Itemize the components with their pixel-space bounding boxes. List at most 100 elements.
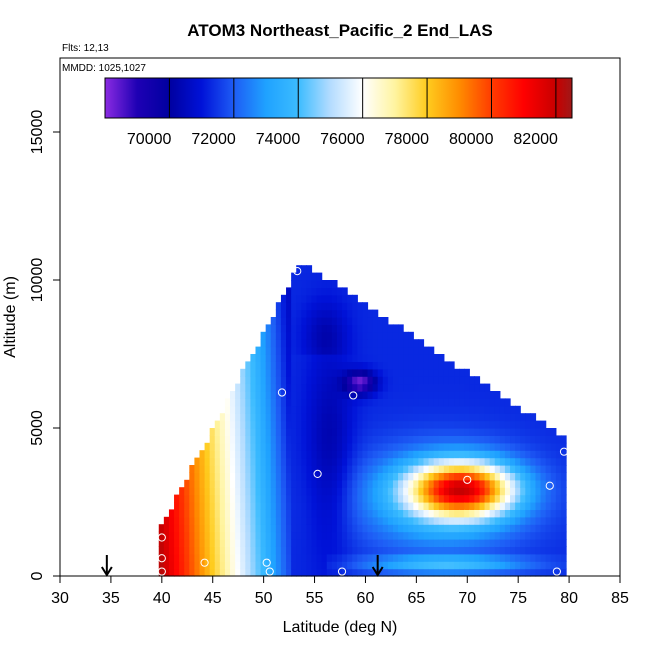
- heatmap-cell: [311, 494, 318, 503]
- heatmap-cell: [367, 413, 374, 422]
- heatmap-cell: [403, 465, 409, 473]
- heatmap-cell: [347, 442, 353, 451]
- heatmap-cell: [464, 398, 470, 407]
- heatmap-cell: [459, 494, 465, 503]
- heatmap-cell: [296, 331, 302, 340]
- heatmap-cell: [286, 354, 292, 362]
- heatmap-cell: [296, 398, 302, 407]
- heatmap-cell: [311, 472, 318, 481]
- heatmap-cell: [347, 479, 353, 488]
- heatmap-cell: [270, 398, 277, 407]
- heatmap-cell: [459, 509, 465, 518]
- heatmap-cell: [392, 553, 399, 562]
- heatmap-cell: [219, 546, 226, 555]
- x-tick-label: 45: [204, 590, 222, 607]
- heatmap-cell: [301, 405, 307, 414]
- heatmap-cell: [494, 465, 501, 473]
- heatmap-cell: [504, 398, 511, 407]
- heatmap-cell: [214, 539, 221, 547]
- heatmap-cell: [301, 539, 307, 547]
- heatmap-cell: [403, 561, 409, 570]
- heatmap-cell: [301, 494, 307, 503]
- heatmap-cell: [464, 376, 470, 385]
- heatmap-cell: [194, 553, 201, 562]
- heatmap-cell: [464, 553, 470, 562]
- heatmap-cell: [275, 420, 282, 429]
- heatmap-cell: [270, 383, 277, 392]
- heatmap-cell: [540, 509, 547, 518]
- heatmap-cell: [560, 442, 567, 451]
- heatmap-cell: [448, 561, 455, 570]
- heatmap-cell: [311, 516, 318, 525]
- heatmap-cell: [520, 457, 526, 466]
- heatmap-cell: [448, 502, 455, 510]
- heatmap-cell: [520, 472, 526, 481]
- heatmap-cell: [377, 346, 384, 355]
- heatmap-cell: [204, 465, 211, 473]
- heatmap-cell: [199, 487, 206, 496]
- heatmap-cell: [306, 354, 313, 362]
- heatmap-cell: [438, 494, 445, 503]
- heatmap-cell: [474, 509, 481, 518]
- heatmap-cell: [214, 524, 221, 533]
- heatmap-cell: [438, 546, 445, 555]
- heatmap-cell: [494, 553, 501, 562]
- heatmap-cell: [342, 361, 348, 370]
- heatmap-cell: [357, 487, 363, 496]
- heatmap-cell: [418, 339, 425, 348]
- heatmap-cell: [560, 509, 567, 518]
- heatmap-cell: [372, 368, 379, 377]
- heatmap-cell: [260, 472, 267, 481]
- heatmap-cell: [265, 354, 272, 362]
- heatmap-cell: [357, 553, 363, 562]
- heatmap-cell: [230, 531, 236, 540]
- heatmap-cell: [535, 457, 542, 466]
- heatmap-cell: [336, 561, 343, 570]
- heatmap-cell: [224, 435, 231, 444]
- heatmap-cell: [403, 568, 409, 577]
- heatmap-cell: [555, 457, 562, 466]
- heatmap-cell: [255, 568, 262, 577]
- heatmap-cell: [331, 368, 338, 377]
- heatmap-cell: [357, 516, 363, 525]
- heatmap-cell: [240, 368, 246, 377]
- heatmap-cell: [306, 413, 313, 422]
- heatmap-cell: [438, 465, 445, 473]
- heatmap-cell: [204, 553, 211, 562]
- heatmap-cell: [209, 435, 216, 444]
- heatmap-cell: [362, 376, 369, 385]
- heatmap-cell: [479, 398, 486, 407]
- heatmap-cell: [530, 494, 537, 503]
- heatmap-cell: [525, 502, 531, 510]
- heatmap-cell: [443, 487, 450, 496]
- heatmap-cell: [362, 479, 369, 488]
- heatmap-cell: [179, 502, 185, 510]
- heatmap-cell: [382, 405, 389, 414]
- heatmap-cell: [494, 479, 501, 488]
- heatmap-cell: [413, 502, 419, 510]
- heatmap-cell: [479, 413, 486, 422]
- heatmap-cell: [423, 539, 430, 547]
- heatmap-cell: [291, 435, 297, 444]
- heatmap-cell: [179, 516, 185, 525]
- heatmap-cell: [494, 435, 501, 444]
- heatmap-cell: [265, 442, 272, 451]
- heatmap-cell: [448, 413, 455, 422]
- heatmap-cell: [224, 420, 231, 429]
- heatmap-cell: [240, 561, 246, 570]
- heatmap-cell: [260, 516, 267, 525]
- heatmap-cell: [454, 509, 460, 518]
- heatmap-cell: [504, 568, 511, 577]
- heatmap-cell: [316, 280, 323, 288]
- heatmap-cell: [428, 509, 435, 518]
- heatmap-cell: [443, 524, 450, 533]
- heatmap-cell: [275, 391, 282, 399]
- heatmap-cell: [515, 442, 521, 451]
- heatmap-cell: [286, 539, 292, 547]
- heatmap-cell: [357, 457, 363, 466]
- heatmap-cell: [382, 450, 389, 459]
- heatmap-cell: [240, 420, 246, 429]
- heatmap-cell: [347, 331, 353, 340]
- heatmap-cell: [392, 420, 399, 429]
- heatmap-cell: [270, 509, 277, 518]
